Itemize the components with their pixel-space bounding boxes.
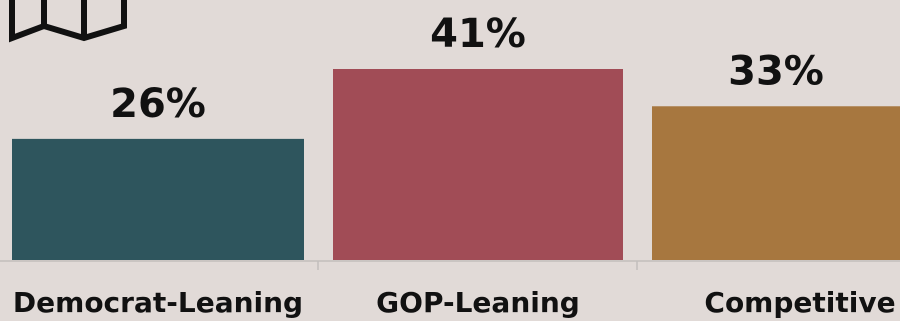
bar-gop-leaning bbox=[333, 69, 623, 260]
data-label: 41% bbox=[430, 11, 526, 57]
category-label: GOP-Leaning bbox=[376, 286, 580, 319]
data-label: 26% bbox=[110, 81, 206, 127]
bar-democrat-leaning bbox=[12, 138, 304, 260]
bar-competitive bbox=[652, 106, 900, 260]
category-label: Competitive bbox=[704, 286, 895, 319]
data-label: 33% bbox=[728, 48, 824, 94]
category-label: Democrat-Leaning bbox=[13, 286, 303, 319]
map-icon bbox=[9, 0, 127, 43]
